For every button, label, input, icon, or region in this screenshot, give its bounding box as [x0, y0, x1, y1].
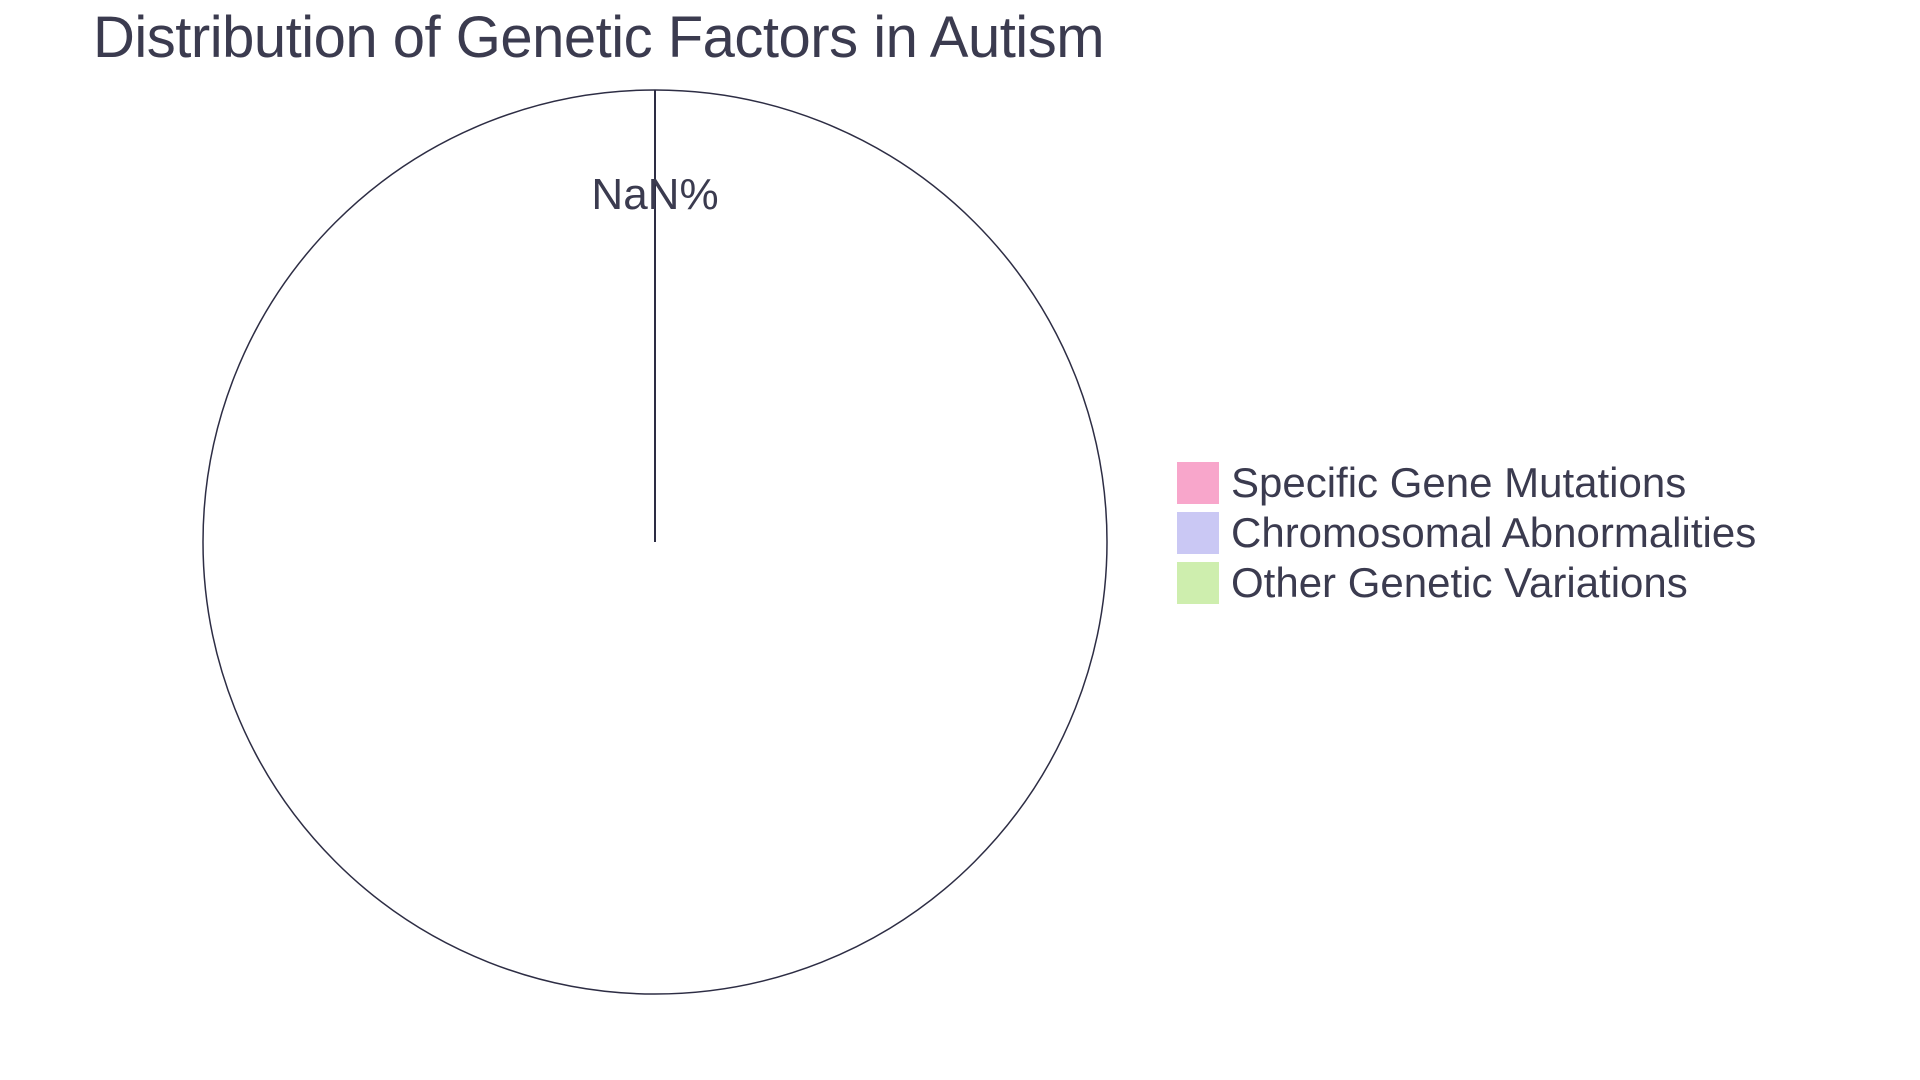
- legend-swatch: [1177, 462, 1219, 504]
- pie-chart: [198, 85, 1112, 999]
- legend-label: Specific Gene Mutations: [1231, 459, 1686, 507]
- legend-swatch: [1177, 562, 1219, 604]
- legend-item: Other Genetic Variations: [1177, 559, 1756, 607]
- legend-item: Chromosomal Abnormalities: [1177, 509, 1756, 557]
- pie-center-label: NaN%: [591, 170, 718, 220]
- legend-item: Specific Gene Mutations: [1177, 459, 1756, 507]
- chart-title: Distribution of Genetic Factors in Autis…: [93, 4, 1104, 71]
- legend-label: Chromosomal Abnormalities: [1231, 509, 1756, 557]
- legend-label: Other Genetic Variations: [1231, 559, 1688, 607]
- chart-legend: Specific Gene MutationsChromosomal Abnor…: [1177, 459, 1756, 607]
- legend-swatch: [1177, 512, 1219, 554]
